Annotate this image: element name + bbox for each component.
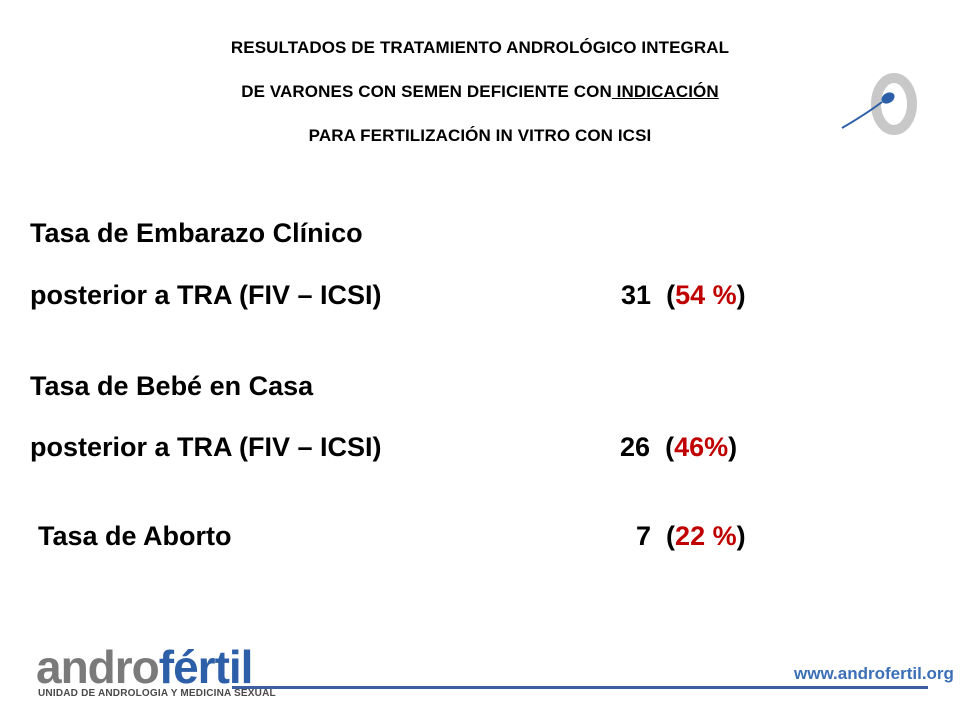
brand-logo-text-b: fértil (158, 641, 254, 693)
aborto-open: ( (666, 521, 676, 551)
header-line-2-text: DE VARONES CON SEMEN DEFICIENTE CON (241, 82, 612, 101)
aborto-count: 7 (636, 521, 652, 551)
header-line-1: RESULTADOS DE TRATAMIENTO ANDROLÓGICO IN… (230, 38, 730, 57)
embarazo-label-2: posterior a TRA (FIV – ICSI) (30, 280, 382, 310)
embarazo-open: ( (666, 280, 676, 310)
bebe-label-1: Tasa de Bebé en Casa (30, 371, 314, 401)
bebe-count: 26 (620, 432, 651, 462)
aborto-close: ) (736, 521, 746, 551)
bebe-close: ) (728, 432, 738, 462)
embarazo-value: 31 (54 %) (621, 280, 746, 311)
embarazo-label-1: Tasa de Embarazo Clínico (30, 218, 363, 248)
brand-logo-text-a: andro (36, 641, 160, 693)
embarazo-close: ) (736, 280, 746, 310)
aborto-value: 7 (22 %) (636, 521, 746, 552)
brand-logo: androfértil (36, 640, 254, 694)
header-line-2-underlined: INDICACIÓN (611, 82, 719, 101)
header-line-2: DE VARONES CON SEMEN DEFICIENTE CON INDI… (0, 82, 960, 102)
aborto-percent: 22 % (675, 521, 737, 551)
website-link[interactable]: www.androfertil.org (794, 664, 954, 683)
footer-divider (232, 686, 928, 689)
aborto-label: Tasa de Aborto (38, 521, 232, 551)
brand-subtitle: UNIDAD DE ANDROLOGIA Y MEDICINA SEXUAL (38, 688, 276, 699)
bebe-value: 26 (46%) (620, 432, 737, 463)
bebe-label-2: posterior a TRA (FIV – ICSI) (30, 432, 382, 462)
sperm-egg-logo-icon (841, 73, 917, 135)
embarazo-count: 31 (621, 280, 652, 310)
embarazo-percent: 54 % (675, 280, 737, 310)
bebe-open: ( (665, 432, 675, 462)
header-line-3: PARA FERTILIZACIÓN IN VITRO CON ICSI (308, 126, 652, 145)
bebe-percent: 46% (674, 432, 729, 462)
